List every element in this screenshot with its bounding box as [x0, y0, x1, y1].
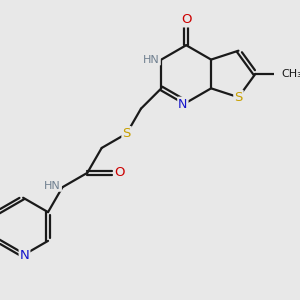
Text: CH₃: CH₃: [281, 69, 300, 79]
Text: O: O: [115, 166, 125, 179]
Text: N: N: [20, 249, 29, 262]
Text: HN: HN: [44, 181, 61, 191]
Text: S: S: [234, 91, 243, 104]
Text: N: N: [178, 98, 188, 111]
Text: S: S: [122, 127, 131, 140]
Text: O: O: [181, 14, 191, 26]
Text: HN: HN: [143, 55, 160, 64]
